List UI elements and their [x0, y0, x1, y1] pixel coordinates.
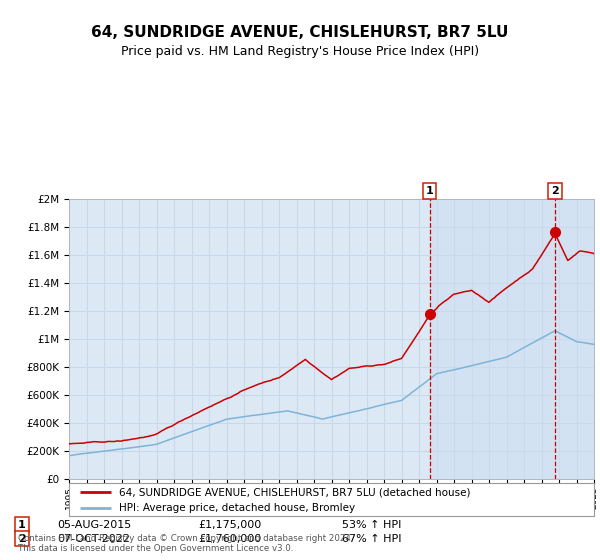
Text: Price paid vs. HM Land Registry's House Price Index (HPI): Price paid vs. HM Land Registry's House … — [121, 45, 479, 58]
Text: Contains HM Land Registry data © Crown copyright and database right 2024.
This d: Contains HM Land Registry data © Crown c… — [18, 534, 353, 553]
Text: 05-AUG-2015: 05-AUG-2015 — [57, 520, 131, 530]
Text: 1: 1 — [18, 520, 26, 530]
Text: 1: 1 — [425, 186, 433, 196]
Text: HPI: Average price, detached house, Bromley: HPI: Average price, detached house, Brom… — [119, 503, 355, 513]
Text: 53% ↑ HPI: 53% ↑ HPI — [342, 520, 401, 530]
Text: 67% ↑ HPI: 67% ↑ HPI — [342, 534, 401, 544]
Text: 64, SUNDRIDGE AVENUE, CHISLEHURST, BR7 5LU: 64, SUNDRIDGE AVENUE, CHISLEHURST, BR7 5… — [91, 25, 509, 40]
Text: 64, SUNDRIDGE AVENUE, CHISLEHURST, BR7 5LU (detached house): 64, SUNDRIDGE AVENUE, CHISLEHURST, BR7 5… — [119, 487, 470, 497]
Text: £1,760,000: £1,760,000 — [198, 534, 261, 544]
Bar — [430, 199, 594, 479]
Text: 2: 2 — [551, 186, 559, 196]
Text: 07-OCT-2022: 07-OCT-2022 — [57, 534, 130, 544]
FancyBboxPatch shape — [69, 483, 594, 516]
Text: £1,175,000: £1,175,000 — [198, 520, 261, 530]
Text: 2: 2 — [18, 534, 26, 544]
